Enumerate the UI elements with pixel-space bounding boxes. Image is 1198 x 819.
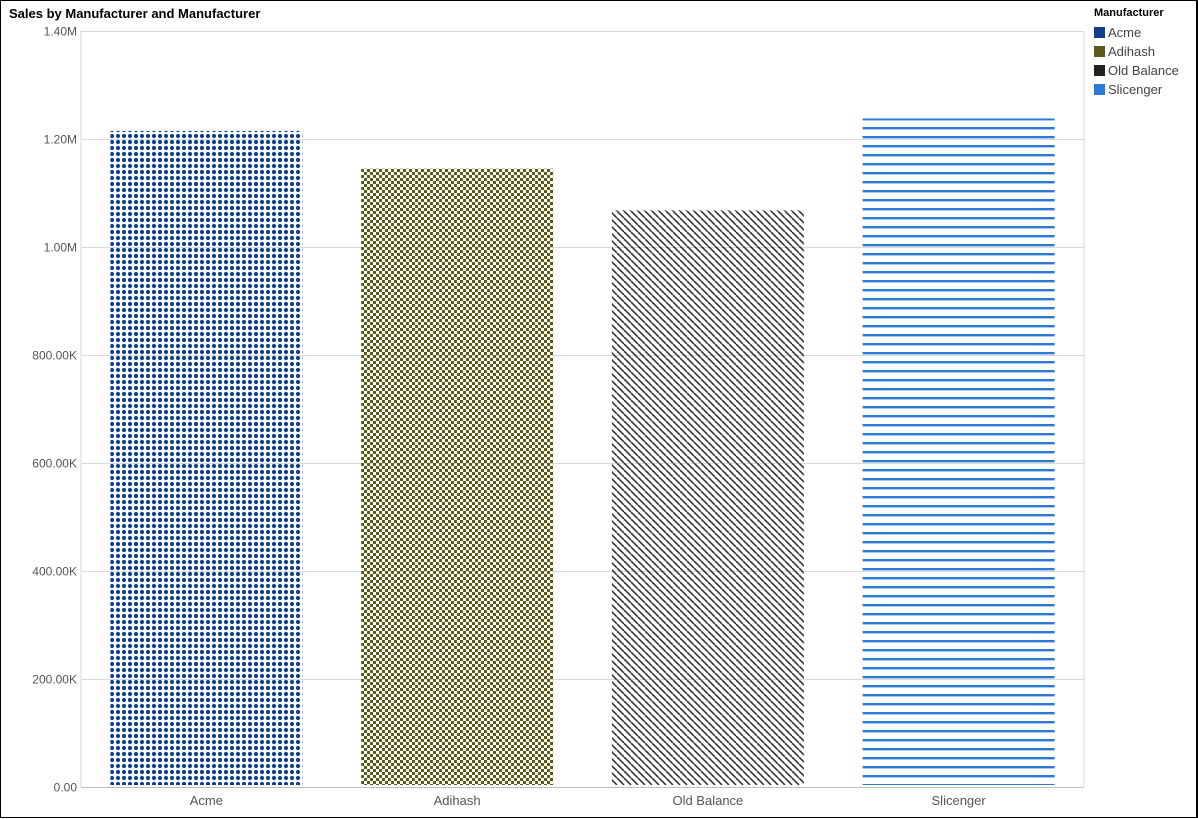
y-tick-label: 600.00K xyxy=(32,457,77,471)
legend-swatch-acme xyxy=(1094,27,1105,38)
bar-adihash[interactable] xyxy=(361,168,554,785)
x-tick-label-old-balance: Old Balance xyxy=(672,793,743,808)
legend-item-acme[interactable]: Acme xyxy=(1094,23,1194,42)
legend-swatch-adihash xyxy=(1094,46,1105,57)
legend-label-acme: Acme xyxy=(1108,25,1142,40)
y-tick-label: 1.00M xyxy=(44,241,77,255)
y-tick-label: 800.00K xyxy=(32,349,77,363)
legend-swatch-old-balance xyxy=(1094,65,1105,76)
y-tick-label: 1.40M xyxy=(44,25,77,39)
legend-item-slicenger[interactable]: Slicenger xyxy=(1094,80,1194,99)
x-tick-label-adihash: Adihash xyxy=(434,793,481,808)
chart-title: Sales by Manufacturer and Manufacturer xyxy=(9,6,261,21)
y-tick-label: 400.00K xyxy=(32,565,77,579)
x-tick-label-acme: Acme xyxy=(190,793,223,808)
bar-old-balance[interactable] xyxy=(611,210,804,785)
legend-swatch-slicenger xyxy=(1094,84,1105,95)
y-tick-label: 0.00 xyxy=(54,781,78,795)
bar-chart: 0.00 200.00K 400.00K 600.00K 800.00K 1.00M 1.2… xyxy=(32,25,1085,808)
legend-title: Manufacturer xyxy=(1094,7,1164,19)
legend-item-old-balance[interactable]: Old Balance xyxy=(1094,61,1194,80)
bar-slicenger[interactable] xyxy=(862,118,1055,786)
legend-item-adihash[interactable]: Adihash xyxy=(1094,42,1194,61)
legend-label-old-balance: Old Balance xyxy=(1108,63,1179,78)
y-tick-label: 200.00K xyxy=(32,673,77,687)
bar-acme[interactable] xyxy=(110,130,303,785)
legend-label-slicenger: Slicenger xyxy=(1108,82,1163,97)
legend: Manufacturer Acme Adihash Old Balance Sl… xyxy=(1094,7,1194,99)
x-tick-label-slicenger: Slicenger xyxy=(932,793,987,808)
y-tick-label: 1.20M xyxy=(44,133,77,147)
legend-label-adihash: Adihash xyxy=(1108,44,1155,59)
